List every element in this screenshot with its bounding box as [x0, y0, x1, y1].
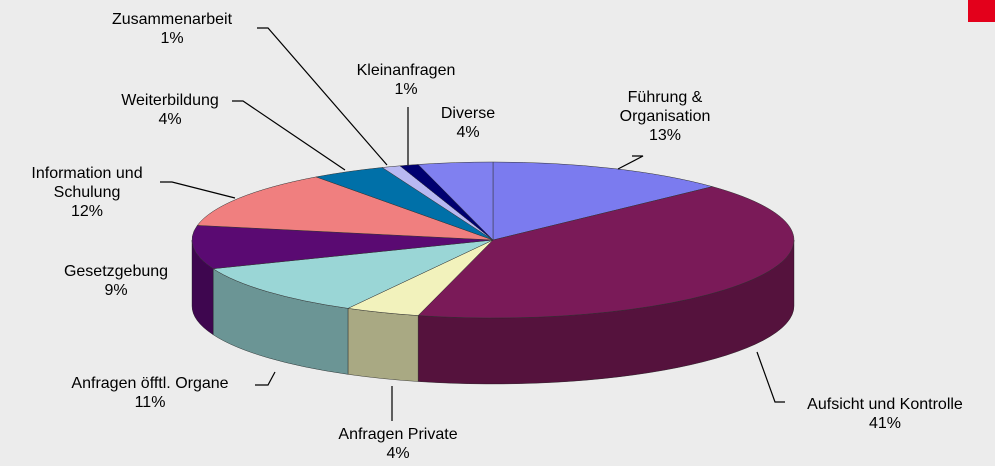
pie-slice: [492, 161, 714, 241]
pie-slice: [196, 176, 494, 241]
category-name: Zusammenarbeit: [111, 11, 233, 28]
leader-line: [756, 351, 785, 403]
value-label: 13%: [648, 127, 682, 144]
value-label: 12%: [70, 203, 104, 220]
value-label: 4%: [386, 445, 410, 462]
slice-label: Gesetzgebung 9%: [41, 262, 191, 300]
logo: [968, 0, 995, 22]
category-name: Führung & Organisation: [619, 89, 711, 125]
wall-shade: [213, 268, 348, 375]
pie-slice: [212, 239, 494, 309]
wall-shade: [418, 240, 794, 385]
slice-label: Aufsicht und Kontrolle 41%: [770, 395, 995, 433]
category-name: Anfragen öfftl. Organe: [71, 375, 229, 392]
slice-label: Weiterbildung 4%: [95, 91, 245, 129]
pie-slice: [417, 161, 494, 241]
value-label: 4%: [456, 124, 480, 141]
slice-label: Zusammenarbeit 1%: [97, 10, 247, 48]
category-name: Aufsicht und Kontrolle: [807, 396, 963, 413]
slice-label: Anfragen Private 4%: [298, 425, 498, 463]
category-name: Diverse: [440, 105, 496, 122]
category-name: Gesetzgebung: [63, 263, 169, 280]
slice-label: Kleinanfragen 1%: [331, 61, 481, 99]
value-label: 1%: [160, 30, 184, 47]
category-name: Kleinanfragen: [356, 62, 456, 79]
value-label: 11%: [134, 394, 166, 411]
value-label: 9%: [104, 282, 128, 299]
category-name: Anfragen Private: [338, 426, 458, 443]
category-name: Weiterbildung: [121, 92, 219, 109]
pie-walls: [191, 239, 795, 385]
pie-slice: [191, 225, 494, 269]
pie-slice: [417, 186, 795, 319]
value-label: 41%: [868, 415, 902, 432]
value-label: 1%: [394, 81, 418, 98]
slice-label: Diverse 4%: [418, 104, 518, 142]
category-name: Information und Schulung: [31, 165, 143, 201]
leader-line: [257, 27, 388, 166]
slice-label: Anfragen öfftl. Organe 11%: [25, 374, 275, 412]
leader-line: [232, 100, 346, 171]
slice-label: Führung & Organisation 13%: [590, 88, 740, 145]
leader-line: [160, 181, 236, 199]
pie-tops: [191, 161, 795, 319]
wall-shade: [347, 308, 419, 382]
value-label: 4%: [158, 111, 182, 128]
slice-label: Information und Schulung 12%: [7, 164, 167, 221]
leader-line: [617, 155, 644, 170]
wall-shade: [192, 240, 214, 335]
leader-line: [255, 371, 276, 386]
leader-lines: [160, 27, 785, 421]
